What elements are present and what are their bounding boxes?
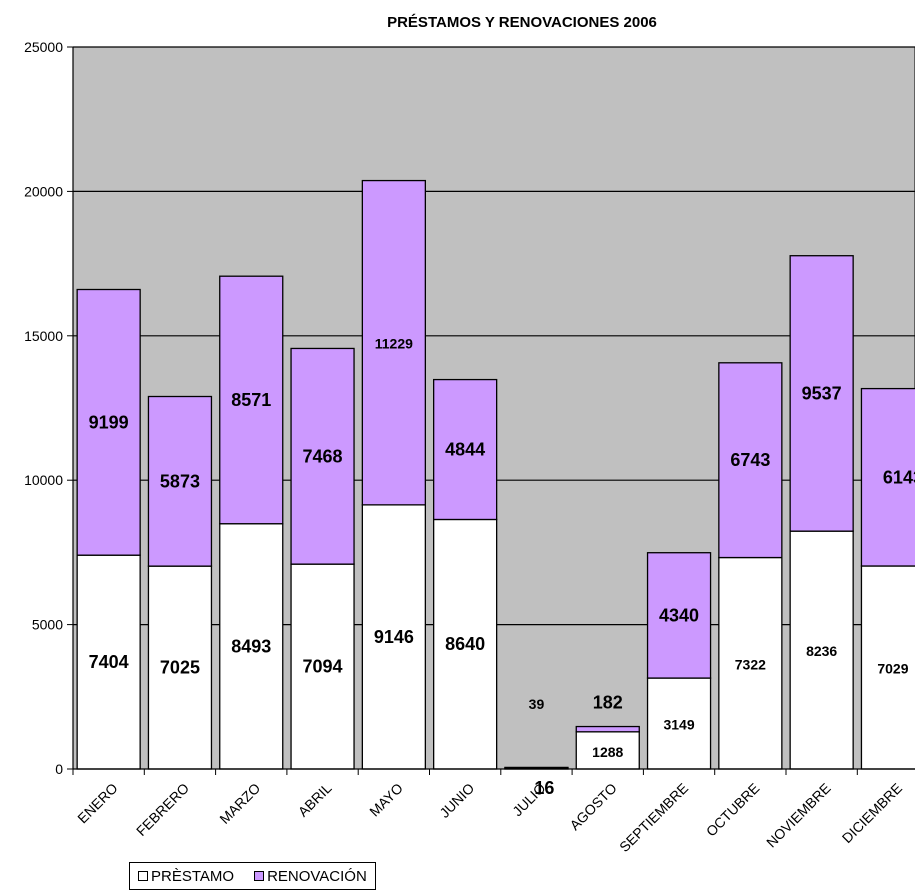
bar-segment-renovacion	[76, 288, 141, 556]
x-category-label: MAYO	[366, 780, 406, 820]
x-category-label: JUNIO	[436, 780, 477, 821]
x-category-label: FEBRERO	[133, 780, 192, 839]
bar-segment-renovacion	[219, 275, 284, 525]
bar-segment-renovacion	[789, 255, 854, 532]
data-label-renovacion: 4844	[445, 440, 485, 460]
data-labels: 7404 9199 7025 5873 8493 8571 7094 7468 9146 1122…	[89, 336, 915, 798]
y-tick-label: 5000	[32, 617, 63, 633]
data-label-prestamo: 7029	[877, 661, 908, 677]
legend-swatch-prestamo	[138, 871, 148, 881]
data-label-prestamo: 7094	[303, 657, 343, 677]
legend-item-renovacion: RENOVACIÓN	[254, 868, 367, 885]
bar-segment-renovacion	[860, 387, 915, 567]
data-label-renovacion: 16	[534, 778, 554, 798]
data-label-prestamo: 8236	[806, 643, 837, 659]
x-category-label: NOVIEMBRE	[763, 780, 834, 851]
bar-segment-renovacion	[147, 395, 213, 567]
x-category-label: AGOSTO	[566, 780, 620, 834]
data-label-renovacion: 9199	[89, 412, 129, 432]
data-label-prestamo: 9146	[374, 627, 414, 647]
bar-segment-prestamo	[860, 565, 915, 770]
legend: PRÈSTAMO RENOVACIÓN	[129, 862, 376, 890]
data-label-renovacion: 4340	[659, 605, 699, 625]
data-label-renovacion: 6143	[883, 467, 915, 487]
legend-label-renovacion: RENOVACIÓN	[267, 867, 367, 885]
bar-segment-prestamo	[718, 556, 783, 770]
bar-segment-renovacion	[290, 347, 355, 565]
x-category-label: OCTUBRE	[703, 780, 763, 840]
data-label-renovacion: 7468	[303, 446, 343, 466]
bar-segment-renovacion	[718, 362, 783, 559]
chart-title: PRÉSTAMOS Y RENOVACIONES 2006	[387, 14, 657, 31]
data-label-prestamo: 8493	[231, 636, 271, 656]
bar-segment-prestamo	[361, 504, 427, 770]
x-category-label: ABRIL	[295, 780, 335, 820]
x-category-label: MARZO	[216, 780, 263, 827]
data-label-renovacion: 182	[593, 693, 623, 713]
data-label-prestamo: 1288	[592, 744, 623, 760]
bar-segment-renovacion	[575, 725, 640, 733]
data-label-prestamo: 7322	[735, 656, 766, 672]
data-label-renovacion: 9537	[802, 383, 842, 403]
y-tick-label: 15000	[24, 328, 63, 344]
data-label-prestamo: 7025	[160, 658, 200, 678]
bar-segment-renovacion	[361, 179, 427, 506]
bars	[76, 179, 915, 770]
legend-swatch-renovacion	[254, 871, 265, 881]
y-tick-label: 25000	[24, 39, 63, 55]
data-label-prestamo: 3149	[663, 717, 694, 733]
data-label-renovacion: 6743	[730, 450, 770, 470]
data-label-renovacion: 11229	[375, 336, 413, 352]
x-category-label: SEPTIEMBRE	[616, 780, 691, 855]
bar-segment-renovacion	[646, 552, 712, 679]
data-label-renovacion: 5873	[160, 471, 200, 491]
x-category-label: ENERO	[74, 780, 121, 827]
y-tick-label: 20000	[24, 183, 63, 199]
data-label-renovacion: 8571	[231, 390, 271, 410]
y-tick-label: 10000	[24, 472, 63, 488]
bar-segment-renovacion	[432, 378, 498, 521]
bar-segment-prestamo	[76, 554, 141, 770]
data-label-prestamo: 7404	[89, 652, 129, 672]
data-label-prestamo: 39	[529, 696, 545, 712]
y-tick-label: 0	[55, 761, 63, 777]
legend-item-prestamo: PRÈSTAMO	[138, 868, 234, 885]
data-label-prestamo: 8640	[445, 634, 485, 654]
legend-label-prestamo: PRÈSTAMO	[151, 867, 235, 885]
x-category-label: DICIEMBRE	[839, 780, 905, 846]
